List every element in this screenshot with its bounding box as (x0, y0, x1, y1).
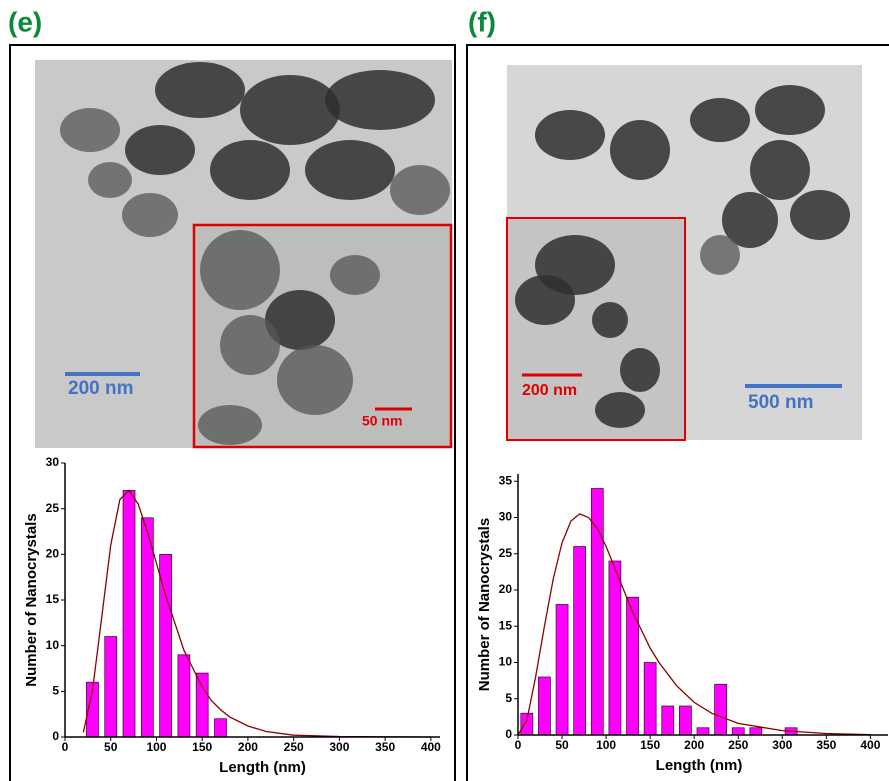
y-tick-label: 20 (499, 582, 513, 596)
y-tick-label: 0 (505, 727, 512, 741)
bar (731, 727, 745, 736)
panel-frame (9, 44, 456, 781)
x-tick-label: 100 (596, 738, 616, 752)
panel-label: (f) (468, 6, 496, 37)
y-tick-label: 25 (499, 546, 513, 560)
bar (661, 705, 675, 736)
bar (679, 705, 692, 736)
bar (520, 712, 534, 736)
x-axis-label: Length (nm) (219, 759, 306, 776)
fit-curve (517, 513, 871, 736)
x-tick-label: 400 (860, 738, 880, 752)
x-tick-label: 100 (146, 740, 166, 754)
y-tick-label: 10 (46, 638, 60, 652)
bar (696, 727, 710, 736)
x-tick-label: 200 (684, 738, 704, 752)
x-tick-label: 150 (192, 740, 212, 754)
scale-bar-label: 50 nm (362, 413, 402, 429)
bar (214, 718, 227, 738)
bar (104, 636, 118, 738)
panel-frame (466, 44, 889, 781)
bar (626, 596, 639, 736)
y-tick-label: 35 (499, 473, 513, 487)
bar (714, 683, 727, 736)
scale-bar-label: 200 nm (522, 382, 577, 399)
y-axis-label: Number of Nanocrystals (23, 513, 40, 686)
y-tick-label: 20 (46, 547, 60, 561)
x-tick-label: 300 (329, 740, 349, 754)
x-tick-label: 250 (284, 740, 304, 754)
x-tick-label: 250 (728, 738, 748, 752)
x-tick-label: 50 (555, 738, 569, 752)
x-tick-label: 350 (375, 740, 395, 754)
y-tick-label: 0 (52, 729, 59, 743)
x-tick-label: 0 (62, 740, 69, 754)
bar (590, 488, 604, 736)
scale-bar-label: 500 nm (748, 392, 813, 413)
bar (177, 654, 191, 738)
x-tick-label: 400 (421, 740, 441, 754)
x-tick-label: 50 (104, 740, 118, 754)
bar (608, 560, 622, 736)
bar (643, 662, 657, 736)
x-tick-label: 300 (772, 738, 792, 752)
bar (555, 604, 569, 736)
bar (749, 727, 763, 736)
bar (122, 490, 136, 738)
tem-image (35, 60, 453, 449)
x-tick-label: 350 (816, 738, 836, 752)
y-tick-label: 30 (499, 510, 513, 524)
x-tick-label: 150 (640, 738, 660, 752)
x-tick-label: 0 (515, 738, 522, 752)
x-axis-label: Length (nm) (656, 757, 743, 774)
y-tick-label: 10 (499, 655, 513, 669)
scale-bar-label: 200 nm (68, 378, 133, 399)
y-tick-label: 25 (46, 501, 60, 515)
y-tick-label: 30 (46, 455, 60, 469)
y-tick-label: 5 (52, 684, 59, 698)
y-tick-label: 5 (505, 691, 512, 705)
tem-image (506, 65, 862, 441)
panel-label: (e) (8, 6, 42, 37)
bar (140, 517, 154, 738)
x-tick-label: 200 (238, 740, 258, 754)
y-tick-label: 15 (46, 592, 60, 606)
fit-curve (82, 489, 431, 738)
bar (538, 676, 551, 736)
y-axis-label: Number of Nanocrystals (476, 518, 493, 691)
bar (573, 546, 587, 736)
bar (195, 672, 209, 738)
y-tick-label: 15 (499, 618, 513, 632)
